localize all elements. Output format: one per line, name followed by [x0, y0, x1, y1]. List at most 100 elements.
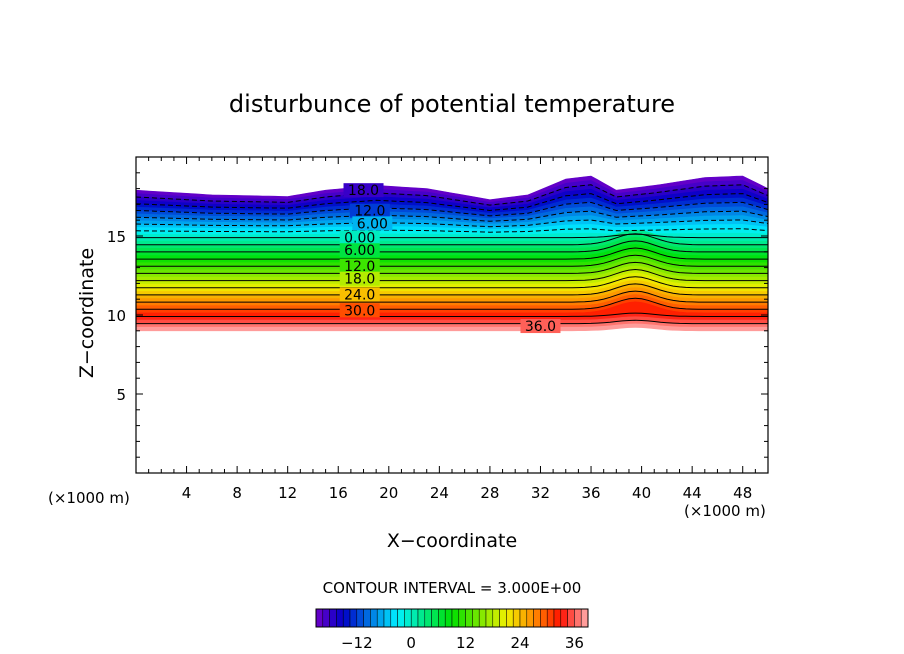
x-unit-label: (×1000 m)	[684, 502, 766, 520]
contour-line	[136, 261, 768, 274]
x-axis-label: X−coordinate	[387, 530, 517, 552]
contour-line	[136, 240, 768, 253]
contour-line	[136, 290, 768, 303]
colorbar-cell	[444, 608, 453, 628]
y-tick-label: 15	[107, 228, 126, 246]
colorbar-frame	[315, 608, 589, 628]
colorbar-cell	[519, 608, 528, 628]
contour-label-bg	[339, 230, 380, 245]
contour-label-bg	[339, 259, 380, 274]
contour-lines	[136, 184, 768, 325]
contour-label: 18.0	[348, 183, 379, 199]
contour-label: 0.00	[344, 231, 375, 247]
contour-line	[136, 268, 768, 282]
contour-label: 24.0	[344, 287, 375, 303]
colorbar-cell	[533, 608, 541, 628]
colorbar-cell	[574, 608, 582, 628]
colorbar-cell	[363, 608, 371, 628]
colorbar-cell	[383, 608, 392, 628]
contour-label: 30.0	[344, 303, 375, 319]
colorbar-cell	[560, 608, 568, 628]
colorbar-cell	[404, 608, 412, 628]
contour-band	[136, 323, 768, 332]
contour-line	[136, 297, 768, 310]
colorbar-tick-label: 12	[456, 634, 475, 652]
colorbar-cell	[546, 608, 555, 628]
contour-label: 6.00	[357, 216, 388, 232]
colorbar-cell	[376, 608, 385, 628]
x-tick-label: 12	[278, 484, 297, 502]
colorbar-cell	[458, 608, 466, 628]
colorbar-cell	[472, 608, 480, 628]
x-tick-label: 20	[379, 484, 398, 502]
contour-line	[136, 319, 768, 325]
colorbar-cell	[512, 608, 521, 628]
contour-label: 12.0	[354, 204, 385, 220]
y-axis-ticks: 5 10 15	[107, 172, 768, 458]
colorbar-cell	[526, 608, 534, 628]
colorbar-cell	[410, 608, 419, 628]
x-tick-label: 44	[683, 484, 702, 502]
contour-line	[136, 219, 768, 228]
x-tick-label: 24	[430, 484, 449, 502]
contour-line	[136, 254, 768, 267]
colorbar-tick-labels: −12 0 12 24 36	[341, 634, 584, 652]
colorbar-cell	[465, 608, 473, 628]
contour-label-bg	[520, 319, 561, 334]
contour-label: 12.0	[344, 259, 375, 275]
contour-label-bg	[352, 216, 393, 231]
colorbar-cell	[506, 608, 514, 628]
colorbar-tick-label: −12	[341, 634, 373, 652]
contour-label-bg	[339, 271, 380, 286]
colorbar-cell	[349, 608, 358, 628]
colorbar-cell	[540, 608, 548, 628]
contour-interval-text: CONTOUR INTERVAL = 3.000E+00	[323, 579, 582, 597]
colorbar-cell	[478, 608, 487, 628]
contour-label-bg	[339, 303, 380, 318]
contour-line	[136, 228, 768, 233]
contour-label-bg	[339, 287, 380, 302]
colorbar-cell	[417, 608, 426, 628]
colorbar-cell	[499, 608, 507, 628]
colorbar-cell	[370, 608, 378, 628]
chart-title: disturbunce of potential temperature	[229, 90, 675, 118]
colorbar-cell	[397, 608, 405, 628]
contour-line	[136, 233, 768, 239]
x-tick-label: 40	[632, 484, 651, 502]
y-unit-label: (×1000 m)	[48, 489, 130, 507]
x-tick-label: 4	[182, 484, 192, 502]
colorbar-cell	[451, 608, 460, 628]
x-axis-ticks: 4 8 12 16 20 24 28 32 36 40 44 48	[148, 157, 756, 502]
colorbar-cell	[580, 608, 589, 628]
colorbar-cell	[356, 608, 364, 628]
x-tick-label: 8	[232, 484, 242, 502]
colorbar-cell	[553, 608, 562, 628]
contour-label: 36.0	[525, 319, 556, 335]
colorbar-cell	[315, 608, 324, 628]
contour-label-bg	[349, 203, 390, 218]
contour-line	[136, 283, 768, 296]
y-tick-label: 10	[107, 307, 126, 325]
colorbar-tick-label: 36	[565, 634, 584, 652]
contour-label: 18.0	[344, 272, 375, 288]
colorbar-cell	[492, 608, 500, 628]
y-axis-label: Z−coordinate	[76, 248, 98, 378]
x-tick-label: 36	[581, 484, 600, 502]
colorbar-cell	[329, 608, 337, 628]
contour-label-bg	[339, 243, 380, 258]
x-tick-label: 16	[329, 484, 348, 502]
contour-line	[136, 210, 768, 222]
x-tick-label: 28	[480, 484, 499, 502]
colorbar	[315, 608, 589, 628]
contour-line	[136, 276, 768, 289]
colorbar-cell	[322, 608, 330, 628]
colorbar-cell	[390, 608, 398, 628]
contour-line	[136, 247, 768, 260]
contour-line	[136, 312, 768, 317]
colorbar-cell	[424, 608, 432, 628]
y-tick-label: 5	[116, 386, 126, 404]
contour-line	[136, 201, 768, 217]
contour-label-bg	[343, 183, 384, 198]
